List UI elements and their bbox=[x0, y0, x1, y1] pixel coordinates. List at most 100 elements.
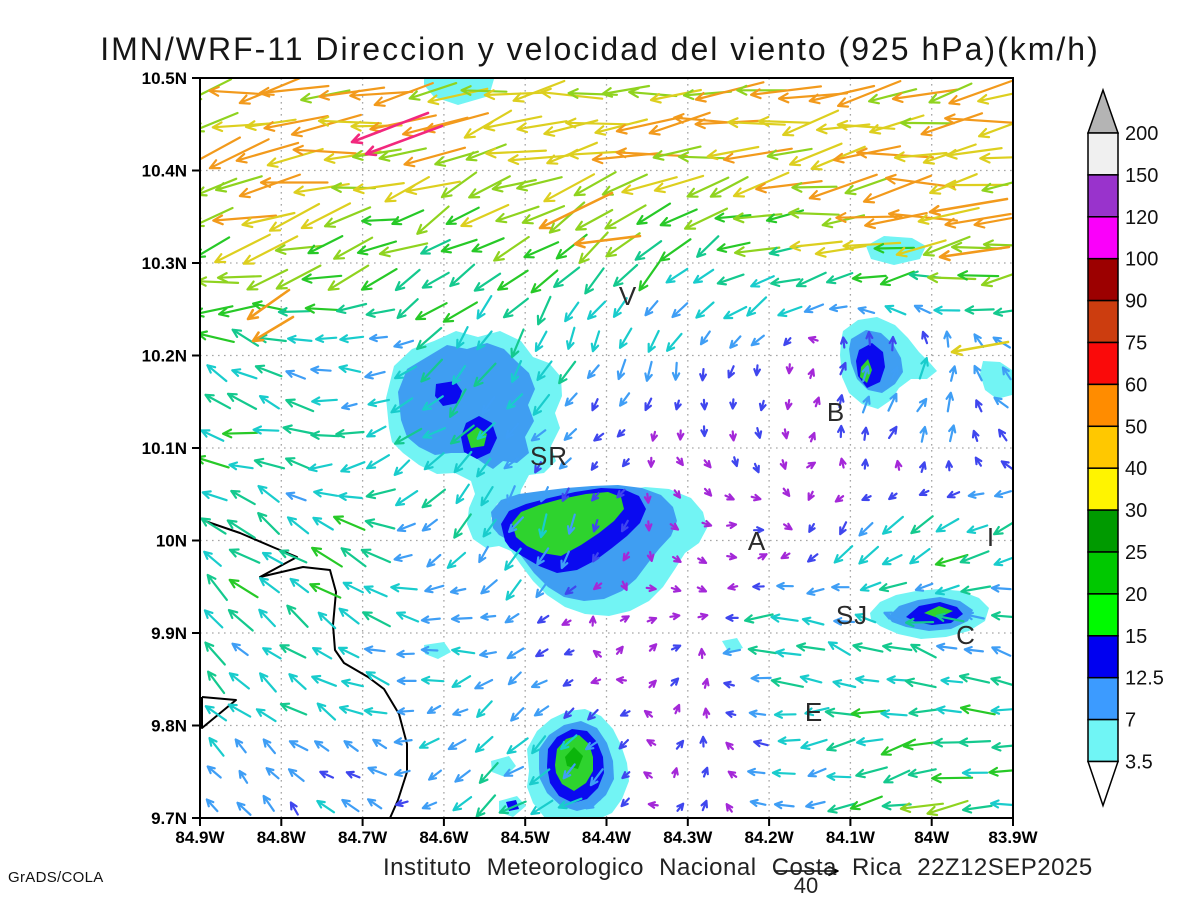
wind-arrow bbox=[776, 581, 794, 591]
wind-arrow bbox=[752, 582, 765, 591]
wind-arrow bbox=[647, 801, 659, 809]
wind-arrow bbox=[644, 360, 653, 382]
wind-arrow bbox=[727, 365, 735, 379]
wind-arrow bbox=[338, 705, 364, 715]
wind-arrow bbox=[275, 264, 322, 290]
wind-arrow bbox=[991, 611, 1013, 621]
wind-arrow bbox=[540, 486, 549, 503]
wind-arrow bbox=[262, 738, 276, 755]
wind-arrow bbox=[750, 85, 822, 100]
wind-arrow bbox=[604, 204, 647, 230]
wind-arrow bbox=[208, 737, 225, 757]
x-tick-label: 84.3W bbox=[663, 828, 713, 847]
colorbar-label: 20 bbox=[1125, 584, 1147, 606]
wind-arrow bbox=[203, 609, 224, 629]
wind-arrow bbox=[531, 679, 548, 689]
wind-arrow bbox=[973, 333, 985, 348]
wind-arrow bbox=[686, 176, 730, 198]
wind-arrow bbox=[214, 233, 271, 264]
wind-arrow bbox=[782, 109, 840, 137]
wind-arrow bbox=[365, 671, 390, 686]
wind-arrow bbox=[479, 649, 497, 658]
wind-arrow bbox=[882, 515, 904, 535]
colorbar-segment bbox=[1087, 174, 1119, 218]
wind-arrow bbox=[440, 171, 478, 199]
wind-arrow bbox=[491, 178, 537, 193]
wind-arrow bbox=[695, 301, 715, 319]
wind-arrow bbox=[991, 646, 1012, 657]
wind-arrow bbox=[716, 241, 751, 253]
wind-arrow bbox=[699, 330, 711, 346]
wind-arrow bbox=[493, 235, 530, 262]
wind-arrow bbox=[506, 393, 524, 410]
wind-arrow bbox=[588, 615, 597, 627]
wind-arrow bbox=[807, 335, 819, 344]
wind-arrow bbox=[339, 334, 365, 344]
wind-arrow bbox=[418, 737, 440, 749]
colorbar-label: 40 bbox=[1125, 458, 1147, 480]
wind-arrow bbox=[882, 642, 913, 652]
wind-arrow bbox=[204, 705, 228, 722]
coastline-path bbox=[201, 696, 237, 729]
wind-arrow bbox=[884, 304, 907, 316]
wind-arrow bbox=[311, 674, 337, 687]
wind-arrow bbox=[694, 81, 765, 103]
x-tick-label: 83.9W bbox=[988, 828, 1038, 847]
wind-arrow bbox=[253, 457, 286, 470]
wind-arrow bbox=[834, 494, 845, 503]
wind-arrow bbox=[534, 461, 542, 474]
wind-arrow bbox=[510, 328, 525, 359]
wind-arrow bbox=[990, 676, 1013, 687]
colorbar-label: 12.5 bbox=[1125, 668, 1164, 690]
wind-arrow bbox=[268, 202, 321, 232]
wind-arrow bbox=[619, 615, 630, 623]
wind-arrow bbox=[200, 276, 240, 287]
wind-arrow bbox=[246, 268, 289, 291]
wind-arrow bbox=[990, 799, 1013, 809]
wind-arrow bbox=[621, 176, 678, 195]
wind-arrow bbox=[934, 584, 960, 596]
shaded-region bbox=[866, 236, 926, 265]
wind-arrow bbox=[201, 490, 228, 502]
wind-arrow bbox=[558, 457, 572, 470]
wind-arrow bbox=[858, 545, 880, 565]
wind-arrow bbox=[827, 802, 857, 814]
wind-arrow bbox=[200, 177, 238, 197]
wind-arrow bbox=[452, 708, 469, 717]
wind-arrow bbox=[620, 580, 628, 591]
wind-arrow bbox=[521, 205, 566, 225]
wind-arrow bbox=[770, 613, 799, 623]
wind-arrow bbox=[440, 238, 478, 254]
wind-arrow bbox=[706, 145, 760, 161]
wind-arrow bbox=[973, 364, 983, 382]
wind-arrow bbox=[341, 678, 364, 688]
wind-arrow bbox=[262, 794, 275, 812]
wind-arrow bbox=[732, 171, 790, 198]
wind-arrow bbox=[563, 707, 575, 719]
wind-arrow bbox=[673, 489, 682, 499]
wind-arrow bbox=[282, 424, 314, 435]
wind-arrow bbox=[453, 450, 473, 474]
colorbar-label: 60 bbox=[1125, 374, 1147, 396]
wind-arrow bbox=[615, 115, 683, 135]
wind-arrow bbox=[227, 703, 252, 718]
wind-arrow bbox=[451, 675, 472, 688]
wind-arrow bbox=[880, 709, 908, 719]
wind-arrow bbox=[907, 768, 937, 778]
wind-arrow bbox=[908, 707, 938, 717]
wind-arrow bbox=[537, 614, 550, 624]
wind-arrow bbox=[476, 422, 496, 440]
wind-arrow bbox=[918, 488, 930, 497]
wind-arrow bbox=[977, 92, 1013, 105]
colorbar-label: 150 bbox=[1125, 165, 1158, 187]
colorbar-label: 75 bbox=[1125, 333, 1147, 355]
wind-arrow bbox=[566, 513, 576, 535]
wind-arrow bbox=[261, 551, 284, 565]
wind-arrow bbox=[855, 766, 888, 779]
wind-arrow bbox=[482, 518, 497, 538]
wind-arrow bbox=[420, 645, 439, 655]
wind-arrow bbox=[837, 424, 845, 439]
wind-arrow bbox=[481, 396, 496, 415]
wind-arrow bbox=[646, 550, 655, 562]
wind-arrow bbox=[929, 173, 978, 195]
